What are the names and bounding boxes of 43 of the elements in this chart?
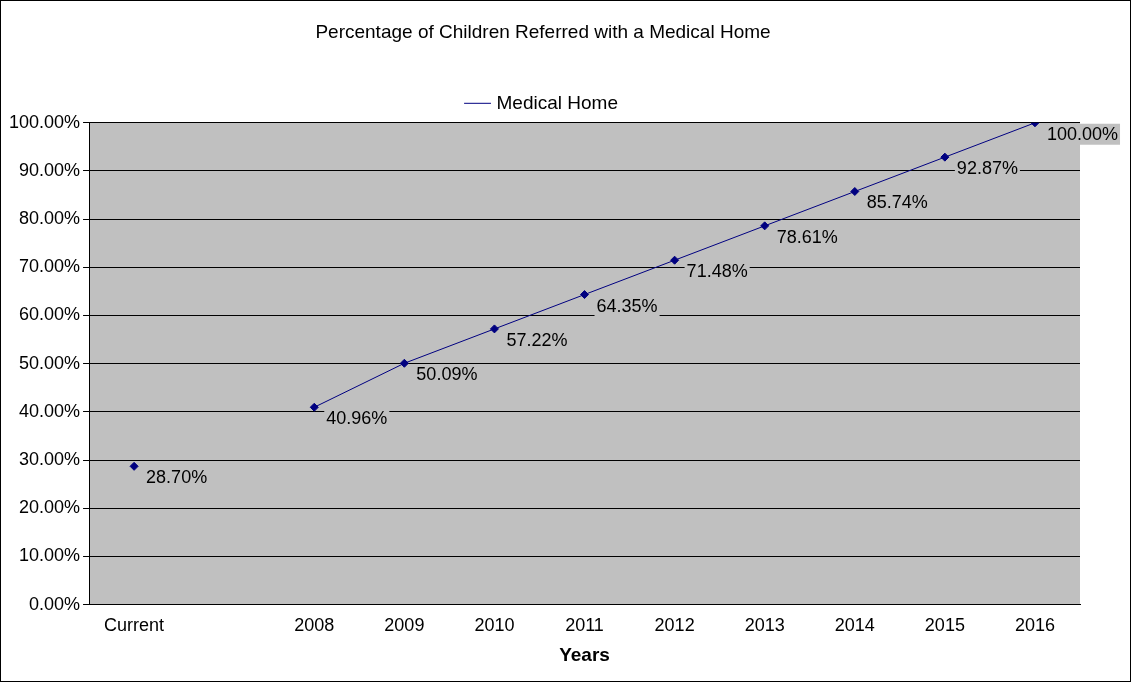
data-label: 64.35% — [596, 295, 658, 316]
data-label: 50.09% — [416, 364, 478, 385]
x-tick-label: 2008 — [294, 615, 335, 636]
x-tick-label: 2013 — [744, 615, 785, 636]
data-label: 71.48% — [686, 261, 748, 282]
y-tick-label: 30.00% — [19, 449, 81, 470]
y-tick-label: 80.00% — [19, 208, 81, 229]
y-tick-label: 20.00% — [19, 497, 81, 518]
x-tick-label: 2012 — [654, 615, 695, 636]
x-tick-label: 2009 — [384, 615, 425, 636]
data-label: 100.00% — [1046, 123, 1119, 144]
y-tick-label: 100.00% — [9, 111, 81, 132]
point — [489, 324, 499, 334]
legend-label: Medical Home — [496, 91, 618, 113]
data-label: 92.87% — [956, 158, 1018, 179]
chart-title: Percentage of Children Referred with a Medical Home — [315, 20, 771, 42]
data-label: 57.22% — [506, 329, 568, 350]
point — [580, 290, 590, 300]
y-tick-label: 90.00% — [19, 159, 81, 180]
x-axis-title: Years — [559, 643, 610, 665]
data-label: 40.96% — [326, 408, 388, 429]
y-tick-label: 10.00% — [19, 545, 81, 566]
data-label: 78.61% — [776, 226, 838, 247]
y-tick-label: 60.00% — [19, 304, 81, 325]
data-label: 85.74% — [866, 192, 928, 213]
x-tick-label: 2011 — [565, 615, 604, 636]
point — [309, 402, 319, 412]
x-tick-label: 2010 — [474, 615, 515, 636]
x-tick-label: Current — [104, 615, 165, 636]
point — [399, 358, 409, 368]
point — [940, 152, 950, 162]
x-tick-label: 2016 — [1014, 615, 1055, 636]
point — [850, 187, 860, 197]
y-tick-label: 50.00% — [19, 352, 81, 373]
point — [760, 221, 770, 231]
y-tick-label: 40.00% — [19, 400, 81, 421]
data-label: 28.70% — [146, 467, 208, 488]
x-tick-label: 2014 — [834, 615, 875, 636]
point — [129, 461, 139, 471]
point — [670, 255, 680, 265]
x-tick-label: 2015 — [924, 615, 965, 636]
y-tick-label: 70.00% — [19, 256, 81, 277]
y-tick-label: 0.00% — [29, 593, 81, 614]
